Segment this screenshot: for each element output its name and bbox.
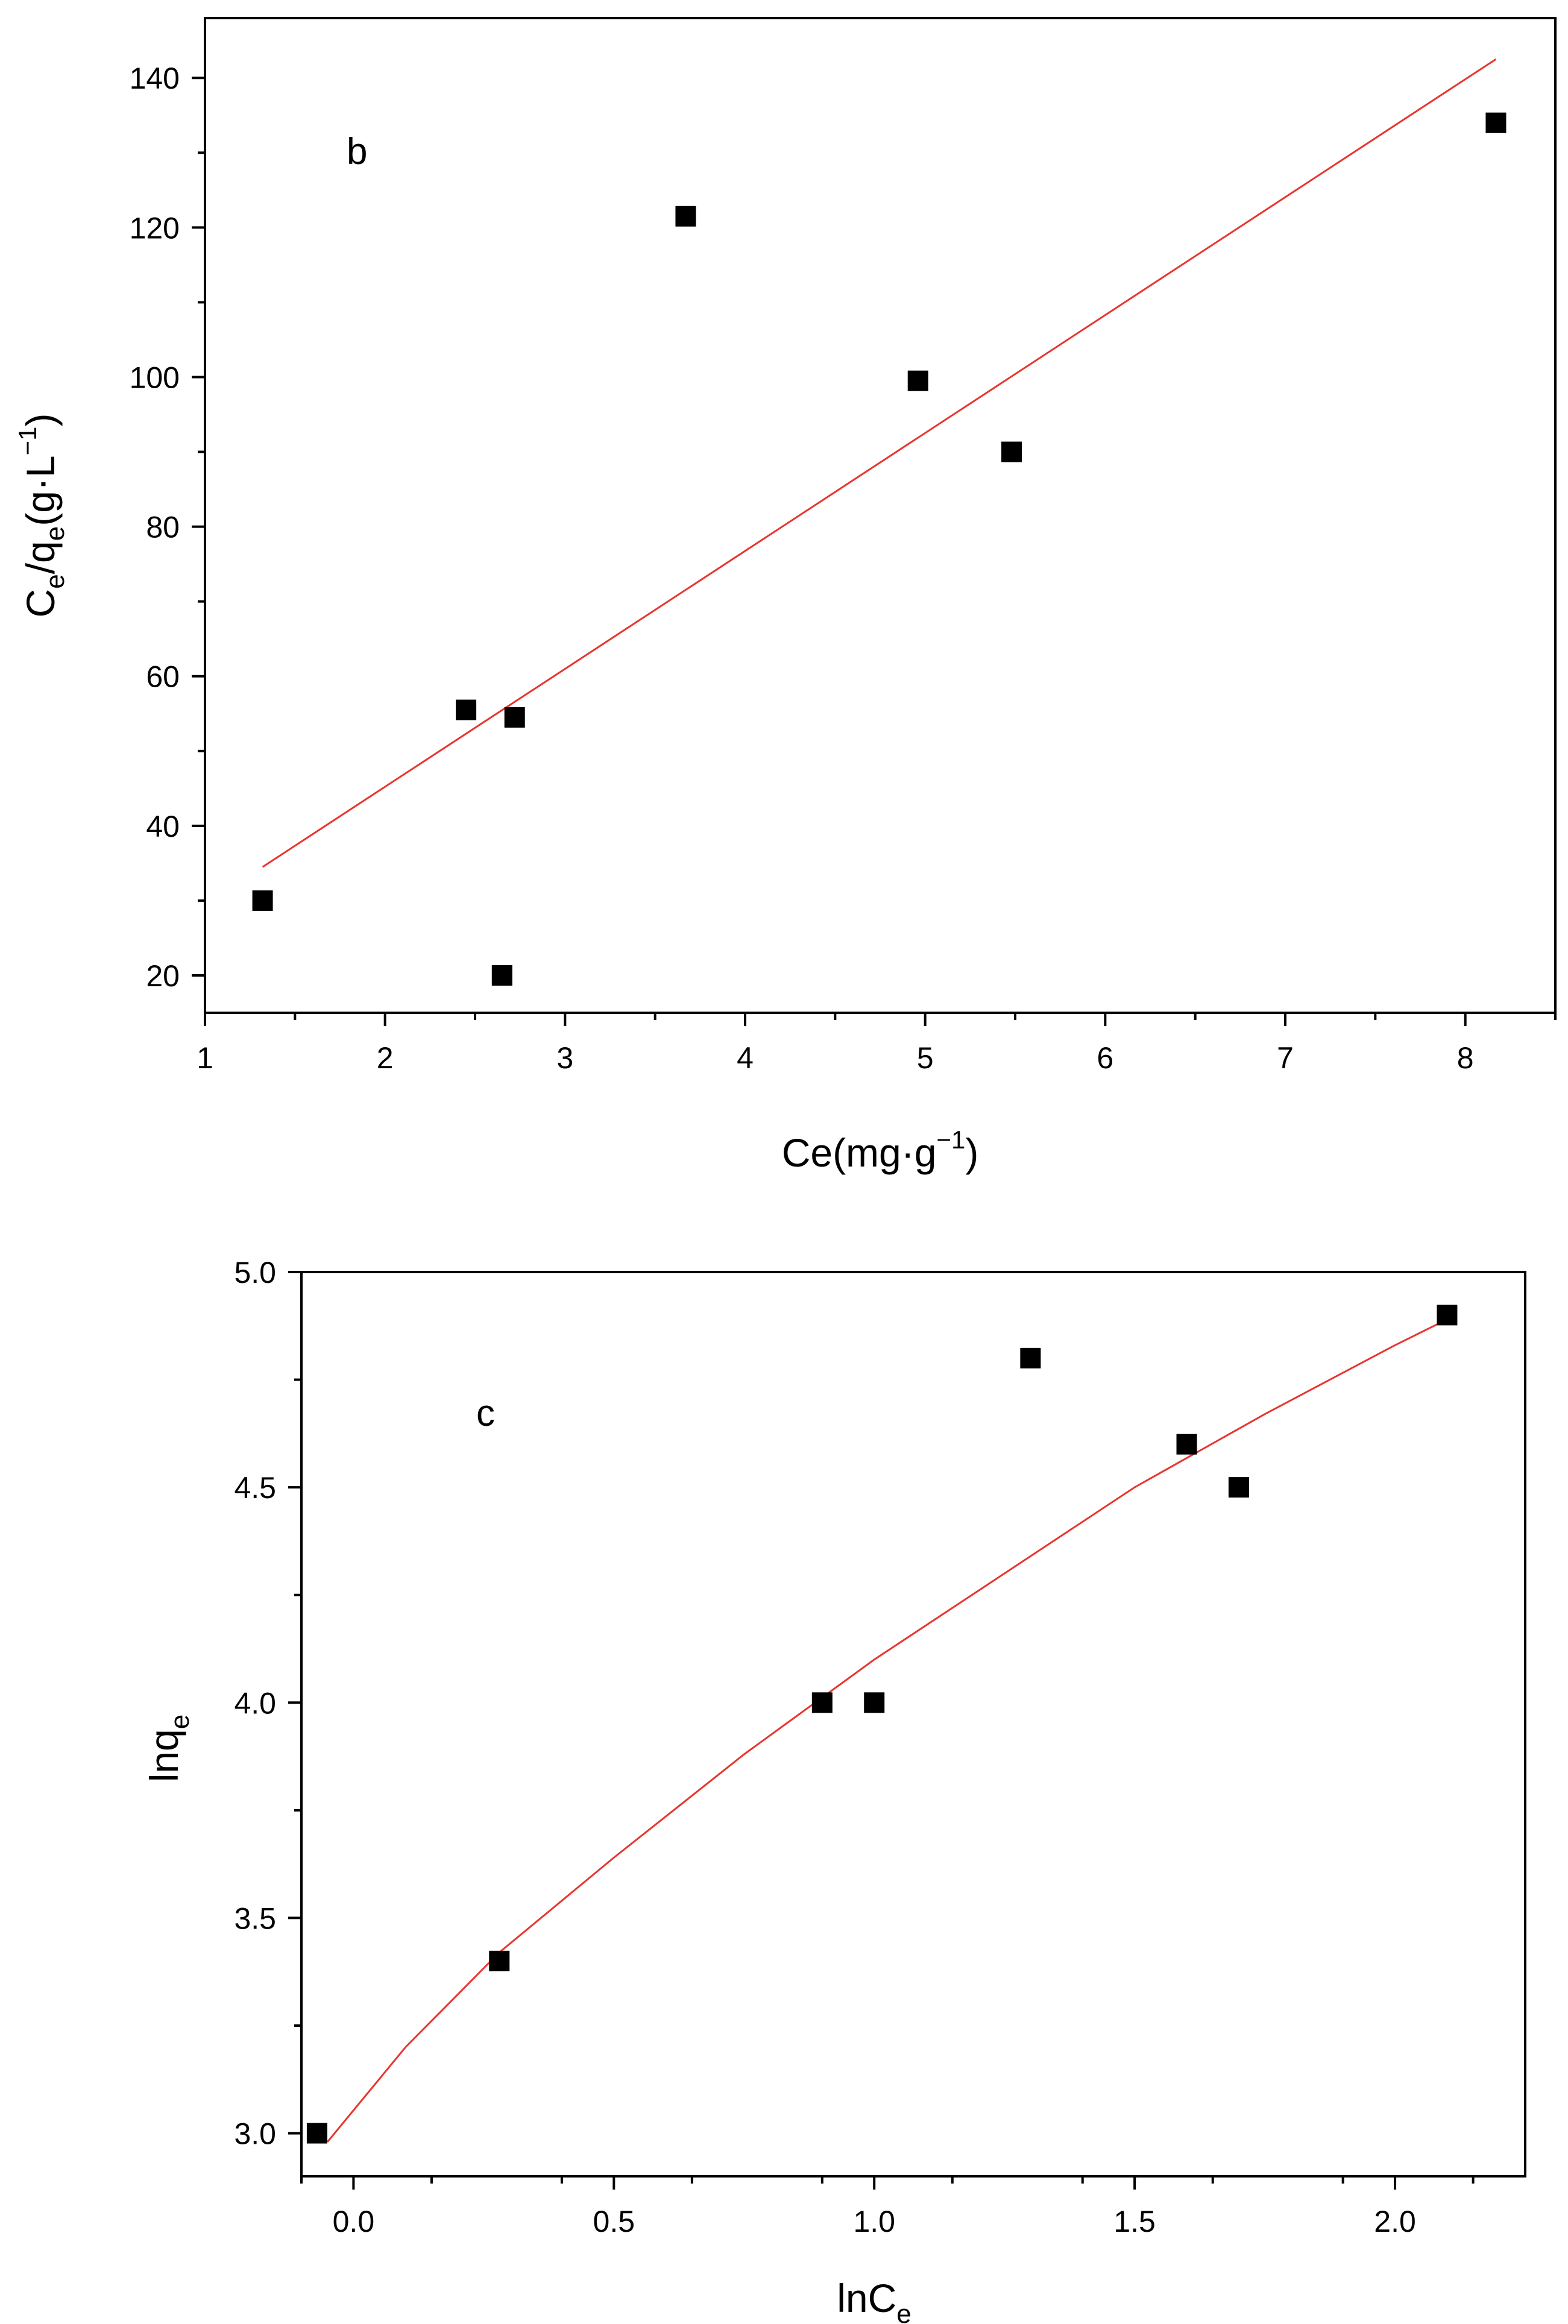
data-point (864, 1692, 885, 1713)
panel-c: 0.0 0.5 1.0 1.5 2.0 3.0 3.5 4.0 4.5 5.0 c lnCe ln… (142, 1256, 1526, 2324)
data-point (491, 965, 512, 986)
x-tick-label: 2.0 (1374, 2205, 1416, 2238)
panel-b-fit (262, 58, 1497, 868)
x-tick-label: 2 (377, 1041, 394, 1075)
panel-b-plot-frame (204, 17, 1557, 1014)
data-point (907, 370, 928, 391)
panel-b: 1 2 3 4 5 6 7 8 20 40 60 80 100 120 140 b Ce(mg·g−1) C… (13, 17, 1557, 1175)
y-tick-label: 120 (130, 211, 180, 245)
data-point (1228, 1477, 1249, 1498)
y-tick-label: 3.0 (234, 2117, 276, 2151)
data-point (1176, 1434, 1197, 1455)
y-tick-label: 20 (146, 959, 180, 993)
panel-b-ticks: 1 2 3 4 5 6 7 8 20 40 60 80 100 120 140 (130, 61, 1557, 1075)
x-tick-label: 7 (1277, 1041, 1294, 1075)
y-tick-label: 4.5 (234, 1471, 276, 1505)
panel-c-points (306, 1305, 1458, 2144)
y-tick-label: 5.0 (234, 1256, 276, 1290)
y-tick-label: 140 (130, 61, 180, 95)
fit-line (262, 58, 1497, 868)
y-tick-label: 3.5 (234, 1901, 276, 1935)
x-tick-label: 0.5 (593, 2205, 635, 2238)
panel-c-fit (327, 1318, 1448, 2143)
x-tick-label: 1 (197, 1041, 213, 1075)
x-tick-label: 5 (917, 1041, 934, 1075)
data-point (1485, 112, 1507, 133)
panel-c-plot-frame (300, 1271, 1526, 2178)
panel-b-label: b (347, 131, 367, 172)
data-point (811, 1692, 833, 1713)
x-tick-label: 3 (556, 1041, 573, 1075)
data-point (1020, 1347, 1041, 1368)
x-tick-label: 1.5 (1113, 2205, 1156, 2238)
data-point (1437, 1305, 1458, 1326)
data-point (252, 890, 273, 911)
data-point (306, 2123, 327, 2144)
y-tick-label: 80 (146, 511, 180, 544)
x-tick-label: 6 (1097, 1041, 1113, 1075)
y-tick-label: 60 (146, 660, 180, 694)
data-point (1001, 441, 1022, 462)
data-point (489, 1950, 510, 1971)
panel-c-label: c (476, 1393, 495, 1434)
panel-b-x-axis-title: Ce(mg·g−1) (782, 1126, 979, 1175)
panel-b-y-axis-title: Ce/qe(g·L−1) (13, 414, 70, 618)
panel-c-x-axis-title: lnCe (837, 2276, 912, 2324)
y-tick-label: 100 (130, 361, 180, 394)
x-tick-label: 8 (1457, 1041, 1474, 1075)
x-tick-label: 1.0 (853, 2205, 895, 2238)
data-point (456, 699, 477, 720)
panel-c-ticks: 0.0 0.5 1.0 1.5 2.0 3.0 3.5 4.0 4.5 5.0 (234, 1256, 1475, 2238)
x-tick-label: 4 (737, 1041, 754, 1075)
y-tick-label: 40 (146, 810, 180, 843)
x-tick-label: 0.0 (333, 2205, 375, 2238)
panel-b-points (252, 112, 1507, 986)
y-tick-label: 4.0 (234, 1686, 276, 1720)
fit-line (327, 1318, 1448, 2143)
panel-c-y-axis-title: lnqe (142, 1715, 195, 1783)
data-point (504, 707, 525, 728)
data-point (675, 206, 696, 227)
